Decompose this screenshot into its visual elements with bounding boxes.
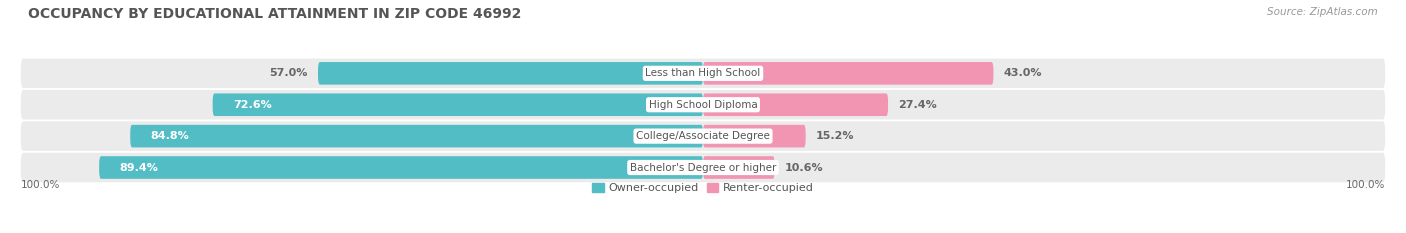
Text: 89.4%: 89.4% <box>120 162 159 172</box>
FancyBboxPatch shape <box>703 93 889 116</box>
FancyBboxPatch shape <box>21 90 1385 120</box>
Text: 84.8%: 84.8% <box>150 131 190 141</box>
FancyBboxPatch shape <box>703 62 994 85</box>
Text: 72.6%: 72.6% <box>233 100 271 110</box>
Text: High School Diploma: High School Diploma <box>648 100 758 110</box>
Text: OCCUPANCY BY EDUCATIONAL ATTAINMENT IN ZIP CODE 46992: OCCUPANCY BY EDUCATIONAL ATTAINMENT IN Z… <box>28 7 522 21</box>
FancyBboxPatch shape <box>703 125 806 147</box>
Text: 100.0%: 100.0% <box>1346 180 1385 190</box>
FancyBboxPatch shape <box>21 153 1385 182</box>
FancyBboxPatch shape <box>703 156 775 179</box>
Text: 10.6%: 10.6% <box>785 162 824 172</box>
FancyBboxPatch shape <box>100 156 703 179</box>
FancyBboxPatch shape <box>131 125 703 147</box>
Legend: Owner-occupied, Renter-occupied: Owner-occupied, Renter-occupied <box>588 178 818 197</box>
Text: 15.2%: 15.2% <box>815 131 855 141</box>
Text: 57.0%: 57.0% <box>270 68 308 78</box>
FancyBboxPatch shape <box>212 93 703 116</box>
Text: Less than High School: Less than High School <box>645 68 761 78</box>
Text: 43.0%: 43.0% <box>1004 68 1042 78</box>
Text: Bachelor's Degree or higher: Bachelor's Degree or higher <box>630 162 776 172</box>
Text: 27.4%: 27.4% <box>898 100 936 110</box>
FancyBboxPatch shape <box>21 121 1385 151</box>
FancyBboxPatch shape <box>21 58 1385 88</box>
Text: College/Associate Degree: College/Associate Degree <box>636 131 770 141</box>
Text: Source: ZipAtlas.com: Source: ZipAtlas.com <box>1267 7 1378 17</box>
FancyBboxPatch shape <box>318 62 703 85</box>
Text: 100.0%: 100.0% <box>21 180 60 190</box>
